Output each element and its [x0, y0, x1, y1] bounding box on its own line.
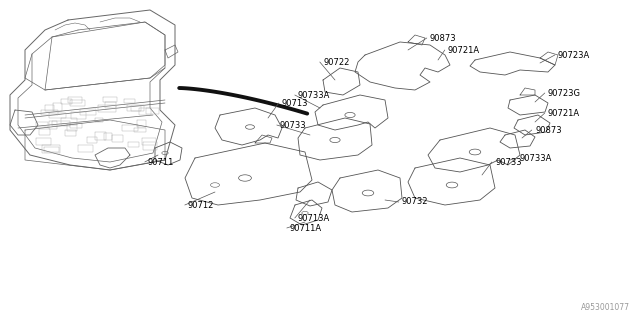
Text: 90733: 90733 [280, 121, 307, 130]
Text: 90711: 90711 [148, 157, 174, 166]
Text: 90721A: 90721A [548, 108, 580, 117]
Text: 90711A: 90711A [290, 223, 322, 233]
Text: 90713A: 90713A [298, 213, 330, 222]
Text: A953001077: A953001077 [581, 303, 630, 312]
Text: 90723A: 90723A [558, 51, 590, 60]
Text: 90721A: 90721A [448, 45, 480, 54]
Text: 90733: 90733 [495, 157, 522, 166]
Text: 90713: 90713 [282, 99, 308, 108]
Text: 90733A: 90733A [298, 91, 330, 100]
Text: 90712: 90712 [188, 201, 214, 210]
Text: 90873: 90873 [430, 34, 456, 43]
Text: 90873: 90873 [535, 125, 562, 134]
Text: 90723G: 90723G [548, 89, 581, 98]
Text: 90733A: 90733A [520, 154, 552, 163]
Text: 90732: 90732 [402, 197, 429, 206]
Text: 90722: 90722 [323, 58, 349, 67]
